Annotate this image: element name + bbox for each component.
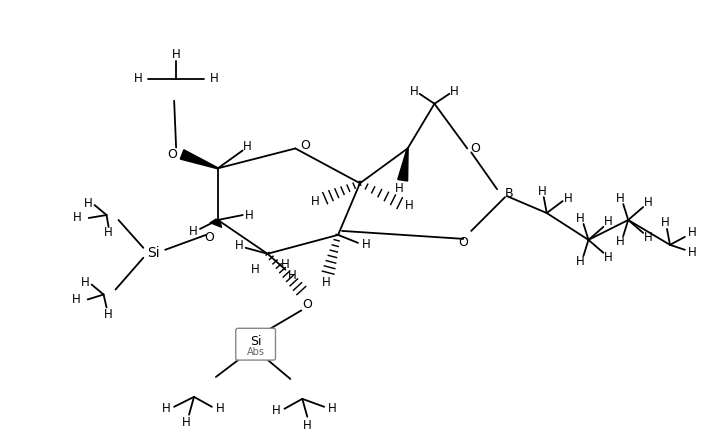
Text: O: O <box>300 139 310 152</box>
Text: H: H <box>84 197 93 210</box>
Text: H: H <box>251 263 260 276</box>
Text: H: H <box>644 231 652 244</box>
Text: O: O <box>470 142 480 155</box>
FancyBboxPatch shape <box>236 328 275 360</box>
Text: H: H <box>687 226 696 239</box>
Text: H: H <box>235 239 244 252</box>
Text: H: H <box>303 419 312 432</box>
Text: O: O <box>204 231 214 244</box>
Text: O: O <box>458 236 468 250</box>
Text: H: H <box>450 85 458 98</box>
Text: O: O <box>303 298 312 311</box>
Text: Abs: Abs <box>246 347 265 357</box>
Text: H: H <box>616 192 625 205</box>
Text: H: H <box>104 226 113 239</box>
Text: H: H <box>288 269 297 282</box>
Text: H: H <box>182 416 190 429</box>
Text: H: H <box>209 73 218 85</box>
Text: H: H <box>362 238 370 251</box>
Text: H: H <box>172 48 180 61</box>
Text: H: H <box>328 402 336 415</box>
Text: H: H <box>405 198 414 212</box>
Text: H: H <box>244 140 252 153</box>
Text: H: H <box>72 211 81 223</box>
Text: H: H <box>538 185 546 198</box>
Text: H: H <box>576 212 585 225</box>
Text: H: H <box>245 208 254 222</box>
Text: H: H <box>189 225 197 239</box>
Text: H: H <box>104 308 113 321</box>
Text: H: H <box>322 276 331 289</box>
Text: H: H <box>644 196 652 208</box>
Text: H: H <box>311 194 319 208</box>
Text: H: H <box>687 246 696 259</box>
Text: Si: Si <box>250 335 261 348</box>
Polygon shape <box>398 149 408 181</box>
Text: H: H <box>616 236 625 248</box>
Text: H: H <box>72 293 80 306</box>
Text: H: H <box>564 192 573 205</box>
Text: Si: Si <box>147 246 159 260</box>
Text: H: H <box>272 404 281 417</box>
Text: H: H <box>604 215 613 229</box>
Text: H: H <box>604 251 613 264</box>
Text: H: H <box>161 402 171 415</box>
Text: B: B <box>505 187 513 200</box>
Text: H: H <box>216 402 224 415</box>
Text: H: H <box>410 85 419 98</box>
Text: H: H <box>134 73 143 85</box>
Text: H: H <box>576 255 585 268</box>
Text: H: H <box>395 182 404 195</box>
Polygon shape <box>180 150 218 169</box>
Text: O: O <box>167 148 177 161</box>
Text: H: H <box>281 258 290 271</box>
Text: H: H <box>661 216 670 229</box>
Text: H: H <box>81 276 90 289</box>
